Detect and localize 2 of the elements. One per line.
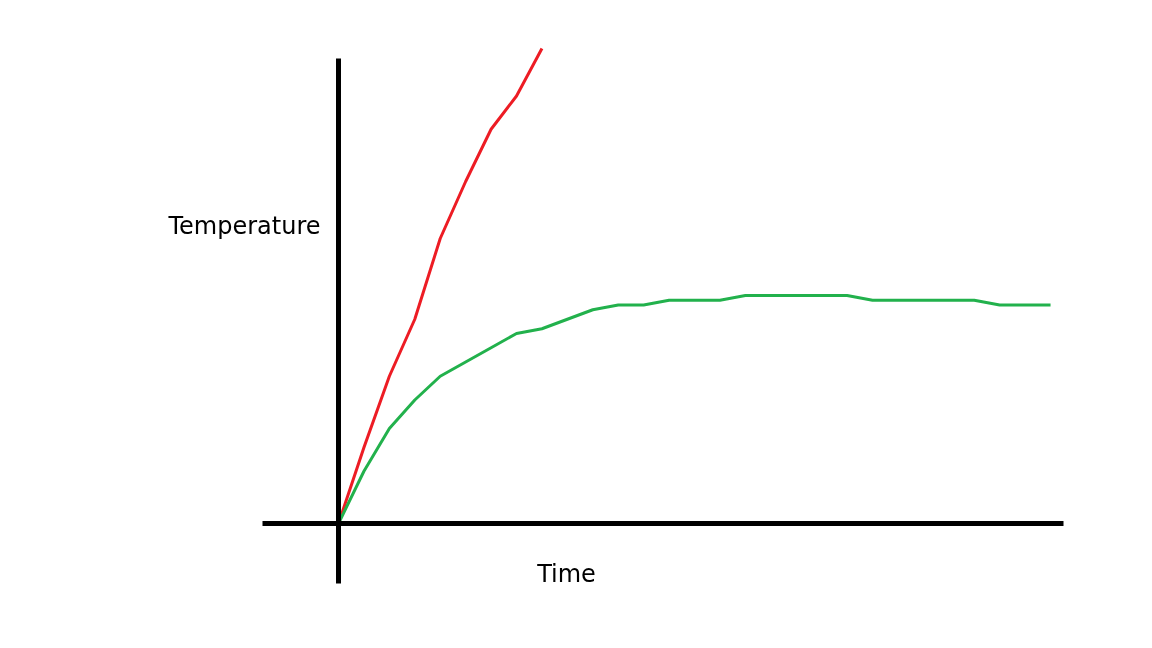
y-axis-title: Temperature [167, 211, 321, 240]
x-axis-title: Time [536, 559, 596, 588]
